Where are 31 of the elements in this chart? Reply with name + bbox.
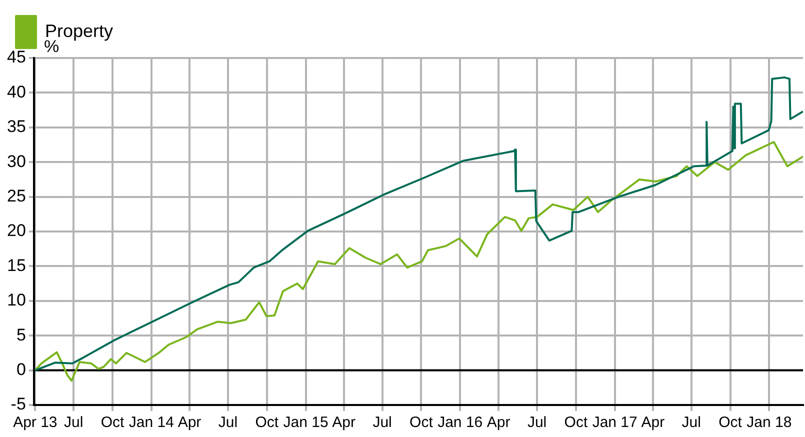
y-tick-label: -5 <box>10 394 26 414</box>
x-tick-label: Jul <box>218 414 238 432</box>
x-tick-label: Jan 18 <box>746 414 792 432</box>
y-tick-label: 20 <box>6 221 26 240</box>
x-tick-label: Jan 17 <box>592 414 638 432</box>
x-tick-label: Apr <box>486 414 510 432</box>
x-tick-label: Jan 14 <box>128 414 174 432</box>
y-tick-label: 40 <box>6 82 26 102</box>
x-tick-label: Jan 16 <box>438 414 483 432</box>
y-tick-label: 10 <box>6 290 26 310</box>
x-tick-label: Jul <box>64 414 84 432</box>
x-tick-label: Oct <box>410 414 434 432</box>
y-tick-label: 15 <box>6 256 26 275</box>
y-tick-label: 5 <box>16 325 26 344</box>
x-tick-label: Apr 13 <box>13 414 58 432</box>
y-tick-label: 45 <box>6 48 26 67</box>
y-tick-label: 25 <box>6 186 26 206</box>
x-tick-label: Jul <box>372 414 392 432</box>
y-tick-label: 35 <box>6 117 26 136</box>
x-tick-label: Oct <box>255 414 280 432</box>
y-tick-label: 30 <box>6 152 26 171</box>
x-tick-label: Oct <box>718 414 743 432</box>
x-tick-label: Jul <box>527 414 547 432</box>
x-tick-label: Apr <box>332 414 356 432</box>
y-tick-label: 0 <box>16 360 26 379</box>
x-tick-label: Apr <box>178 414 202 432</box>
x-tick-label: Jul <box>682 414 701 432</box>
x-tick-label: Oct <box>100 414 126 432</box>
x-tick-label: Jan 15 <box>283 414 328 432</box>
x-tick-label: Oct <box>564 414 588 432</box>
x-tick-label: Apr <box>641 414 665 432</box>
